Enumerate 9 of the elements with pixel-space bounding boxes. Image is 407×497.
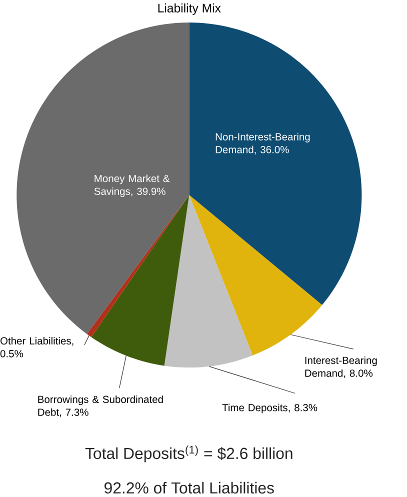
text: 92.2% of Total Liabilities (104, 482, 274, 494)
slice-label: Borrowings & Subordinated Debt, 7.3% (38, 396, 163, 418)
text: Total Deposits$^{(1)}$ = $2.6 billion (85, 445, 292, 462)
slice-label: Time Deposits, 8.3% (222, 404, 318, 414)
chart-title: Liability Mix (158, 3, 221, 15)
slice-label: Non-Interest-Bearing Demand, 36.0% (216, 132, 310, 154)
slice-label: Other Liabilities, 0.5% (0, 336, 74, 358)
slice-label: Money Market & Savings, 39.9% (94, 174, 170, 197)
slice-label: Interest-Bearing Demand, 8.0% (305, 356, 377, 378)
